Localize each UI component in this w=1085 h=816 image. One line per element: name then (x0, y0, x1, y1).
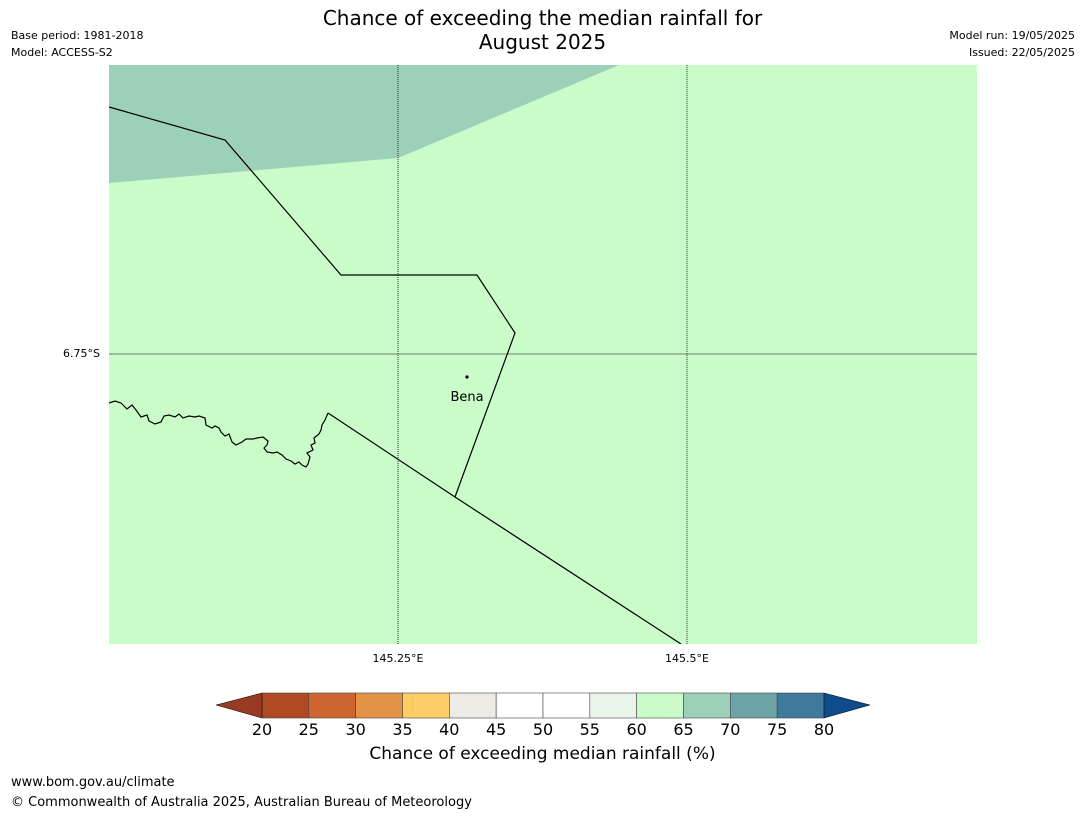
title-line-1: Chance of exceeding the median rainfall … (322, 6, 763, 30)
colorbar-segment (355, 692, 403, 719)
colorbar-segment (776, 692, 825, 719)
colorbar-tick-label: 50 (532, 720, 554, 739)
bena-label: Bena (450, 390, 483, 405)
colorbar-segment (589, 692, 637, 719)
footer-url[interactable]: www.bom.gov.au/climate (11, 775, 175, 790)
colorbar-segment (636, 692, 684, 719)
issued-text: Issued: 22/05/2025 (968, 46, 1075, 59)
chart-title: Chance of exceeding the median rainfall … (0, 6, 1085, 54)
colorbar-tick-label: 80 (813, 720, 835, 739)
colorbar-segment (261, 692, 310, 719)
bena-marker (465, 375, 469, 379)
colorbar-segment (495, 692, 544, 719)
base-period-text: Base period: 1981-2018 (11, 29, 144, 42)
colorbar-over-arrow (823, 692, 870, 719)
colorbar-segment (683, 692, 731, 719)
colorbar-tick-label: 70 (720, 720, 741, 739)
title-line-2: August 2025 (478, 30, 607, 54)
colorbar-segment (542, 692, 591, 719)
province-boundary (109, 106, 516, 498)
colorbar-tick-label: 30 (345, 720, 366, 739)
footer-copyright: © Commonwealth of Australia 2025, Austra… (11, 795, 472, 810)
lon-label-145-5: 145.5°E (665, 652, 709, 665)
colorbar-tick-label: 75 (767, 720, 788, 739)
colorbar-segment (308, 692, 356, 719)
model-text: Model: ACCESS-S2 (11, 46, 113, 59)
rainfall-map: Bena (109, 65, 977, 644)
colorbar-tick-label: 20 (251, 720, 273, 739)
colorbar-label: Chance of exceeding median rainfall (%) (369, 744, 716, 764)
meta-left: Base period: 1981-2018 Model: ACCESS-S2 (11, 27, 143, 61)
colorbar-tick-label: 45 (486, 720, 507, 739)
colorbar-tick-label: 60 (626, 720, 647, 739)
colorbar-segment (730, 692, 778, 719)
lon-label-145-25: 145.25°E (372, 652, 424, 665)
colorbar-segment (402, 692, 450, 719)
colorbar-tick-label: 40 (439, 720, 460, 739)
province-boundary-south (327, 412, 682, 644)
colorbar-segments (261, 692, 825, 719)
colorbar-segment (449, 692, 497, 719)
meta-right: Model run: 19/05/2025 Issued: 22/05/2025 (949, 27, 1075, 61)
model-run-text: Model run: 19/05/2025 (949, 29, 1075, 42)
coast-boundary (109, 400, 329, 468)
colorbar-tick-label: 65 (673, 720, 694, 739)
lat-label: 6.75°S (63, 347, 100, 360)
colorbar-tick-label: 25 (298, 720, 319, 739)
colorbar-tick-label: 35 (392, 720, 413, 739)
colorbar-tick-label: 55 (579, 720, 600, 739)
colorbar-under-arrow (216, 692, 263, 719)
colorbar (216, 692, 870, 719)
